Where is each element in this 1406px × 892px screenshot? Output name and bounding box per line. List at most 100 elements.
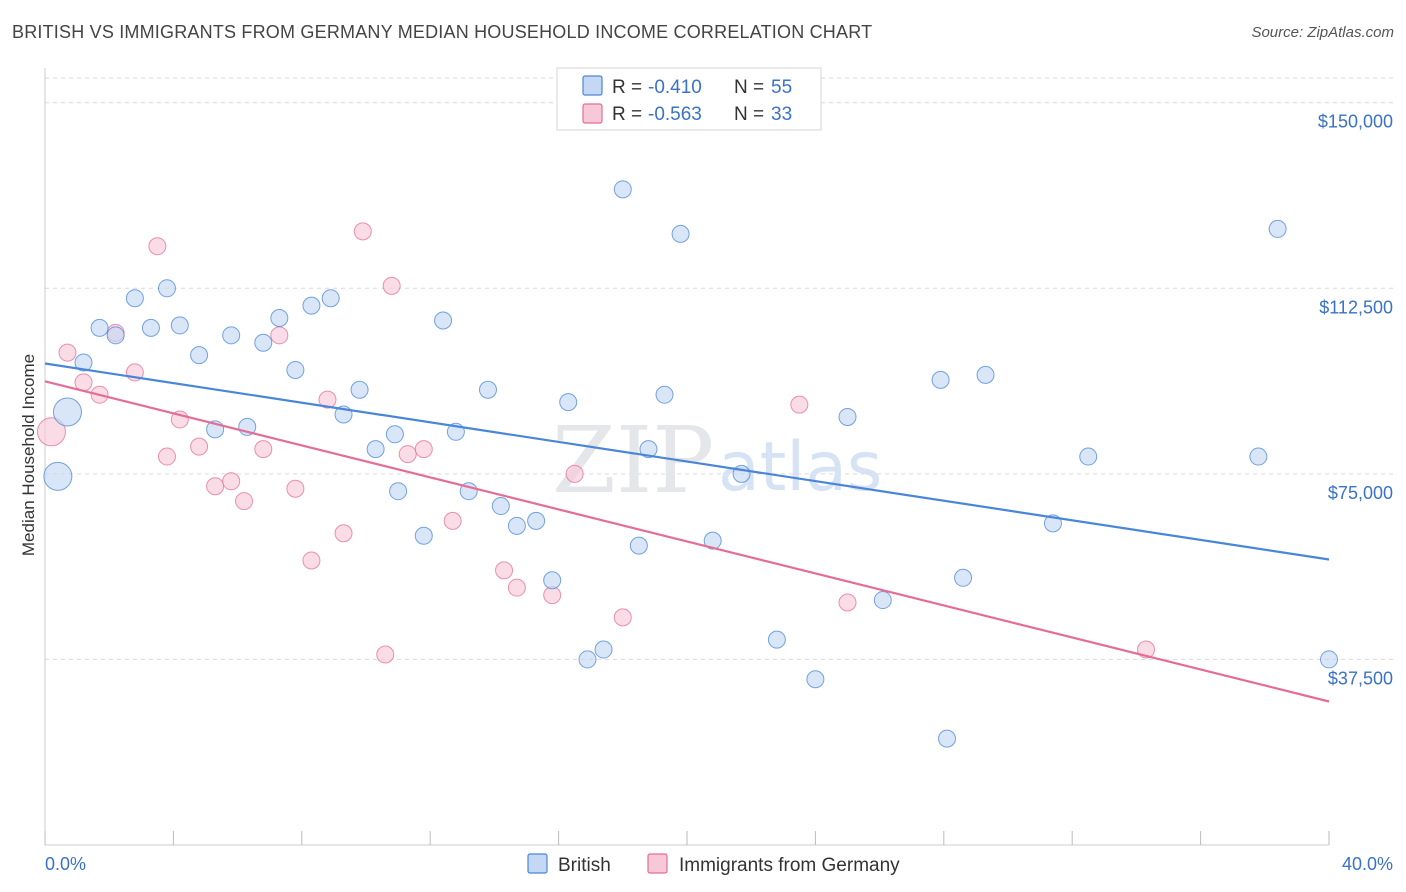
germany-point — [398, 445, 417, 464]
british-point — [106, 326, 125, 345]
legend-n-label-germany: N = — [734, 104, 764, 125]
axes — [44, 68, 1330, 846]
gridlines — [45, 77, 1395, 660]
british-point — [414, 526, 433, 545]
british-point — [350, 380, 369, 399]
legend-r-value-germany: -0.563 — [648, 104, 702, 125]
watermark: ZIP atlas — [552, 407, 882, 514]
germany-point — [443, 511, 462, 530]
legend-bottom-label-germany: Immigrants from Germany — [679, 855, 900, 876]
british-point — [366, 440, 385, 459]
legend-top: R = -0.410 N = 55 R = -0.563 N = 33 — [556, 67, 822, 131]
british-point — [1268, 219, 1287, 238]
british-point — [507, 516, 526, 535]
british-point — [491, 497, 510, 516]
british-point — [1249, 447, 1268, 466]
british-point — [385, 425, 404, 444]
germany-point — [507, 578, 526, 597]
british-point — [578, 650, 597, 669]
germany-point — [36, 417, 66, 447]
legend-bottom-swatch-british — [527, 853, 548, 874]
germany-point — [148, 237, 167, 256]
germany-point — [376, 645, 395, 664]
british-point — [838, 407, 857, 426]
british-point — [655, 385, 674, 404]
british-point — [873, 591, 892, 610]
germany-point — [838, 593, 857, 612]
british-point — [74, 353, 93, 372]
y-tick-label: $37,500 — [1328, 668, 1393, 688]
germany-point — [235, 492, 254, 511]
british-point — [478, 380, 497, 399]
british-point — [543, 571, 562, 590]
germany-point — [302, 551, 321, 570]
x-tick-label-min: 0.0% — [45, 854, 86, 874]
legend-r-value-british: -0.410 — [648, 77, 702, 98]
british-point — [976, 365, 995, 384]
legend-bottom: British Immigrants from Germany — [527, 853, 900, 876]
british-point — [703, 531, 722, 550]
y-tick-label: $75,000 — [1328, 483, 1393, 503]
trend-line-british — [44, 362, 1330, 561]
british-point — [954, 568, 973, 587]
germany-point — [613, 608, 632, 627]
british-point — [286, 360, 305, 379]
british-point — [806, 670, 825, 689]
y-axis-title: Median Household Income — [19, 354, 38, 556]
germany-point — [353, 222, 372, 241]
british-point — [594, 640, 613, 659]
x-tick-label-max: 40.0% — [1342, 854, 1393, 874]
germany-point — [565, 464, 584, 483]
british-point — [671, 224, 690, 243]
germany-point — [382, 276, 401, 295]
british-point — [527, 511, 546, 530]
british-point — [222, 326, 241, 345]
legend-bottom-label-british: British — [558, 855, 611, 876]
british-point — [43, 461, 73, 491]
british-point — [125, 289, 144, 308]
british-point — [302, 296, 321, 315]
x-tick-labels: 0.0% 40.0% — [45, 854, 1393, 874]
british-point — [931, 370, 950, 389]
british-point — [190, 346, 209, 365]
germany-point — [286, 479, 305, 498]
germany-point — [190, 437, 209, 456]
british-point — [559, 393, 578, 412]
british-point — [1079, 447, 1098, 466]
legend-n-value-germany: 33 — [771, 104, 792, 125]
legend-swatch-germany — [582, 103, 603, 124]
germany-point — [334, 524, 353, 543]
british-point — [270, 308, 289, 327]
germany-point — [254, 440, 273, 459]
legend-bottom-swatch-germany — [647, 853, 668, 874]
british-point — [1320, 650, 1338, 669]
chart-title: BRITISH VS IMMIGRANTS FROM GERMANY MEDIA… — [12, 22, 873, 42]
germany-point — [157, 447, 176, 466]
trend-lines — [44, 362, 1330, 703]
british-point — [321, 289, 340, 308]
legend-r-label-british: R = — [612, 77, 642, 98]
germany-point — [495, 561, 514, 580]
british-point — [170, 316, 189, 335]
germany-point — [206, 477, 225, 496]
british-point — [157, 279, 176, 298]
legend-n-value-british: 55 — [771, 77, 792, 98]
british-point — [434, 311, 453, 330]
legend-r-label-germany: R = — [612, 104, 642, 125]
british-point — [938, 729, 957, 748]
germany-point — [74, 373, 93, 392]
british-point — [90, 318, 109, 337]
germany-point — [58, 343, 77, 362]
british-point — [52, 397, 82, 427]
trend-line-germany — [44, 380, 1330, 703]
legend-swatch-british — [582, 75, 603, 96]
british-point — [629, 536, 648, 555]
y-tick-label: $150,000 — [1318, 112, 1393, 132]
y-tick-labels: $37,500 $75,000 $112,500 $150,000 — [1318, 112, 1393, 689]
germany-point — [790, 395, 809, 414]
british-point — [613, 180, 632, 199]
germany-point — [414, 440, 433, 459]
chart-source: Source: ZipAtlas.com — [1251, 24, 1394, 41]
british-point — [389, 482, 408, 501]
